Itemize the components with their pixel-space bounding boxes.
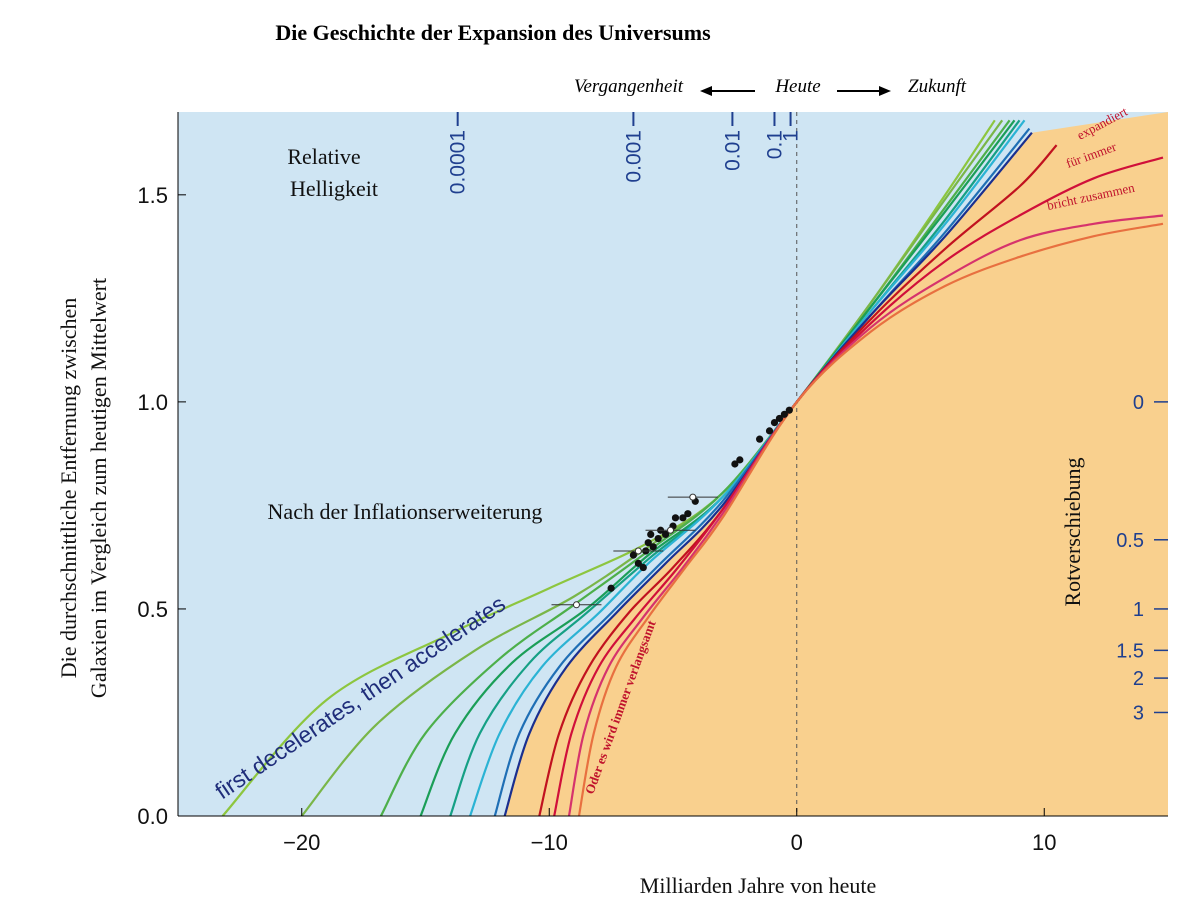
- timeline-arrowhead-left: [700, 86, 712, 96]
- x-tick-label: −10: [531, 830, 568, 855]
- brightness-tick-label: 0.01: [721, 130, 744, 171]
- redshift-scale: 0 0.5 1 1.5 2 3: [1116, 392, 1168, 724]
- expansion-curve-7: [493, 127, 1031, 816]
- y-axis-label-line1: Die durchschnittliche Entfernung zwische…: [56, 298, 81, 679]
- plot-area: [221, 112, 1168, 816]
- timeline-past-label: Vergangenheit: [574, 76, 684, 97]
- x-axis-label: Milliarden Jahre von heute: [640, 873, 876, 898]
- expansion-curve-2: [300, 119, 1004, 816]
- redshift-tick-label: 0.5: [1116, 530, 1144, 552]
- supernova-point: [671, 514, 680, 522]
- supernova-point: [634, 559, 642, 567]
- expansion-curve-8: [503, 131, 1033, 816]
- redshift-tick-label: 0: [1133, 392, 1144, 414]
- supernova-point: [654, 534, 662, 543]
- brightness-tick-label: 0.0001: [447, 130, 470, 194]
- y-tick-label: 0.5: [137, 597, 168, 622]
- supernova-open-point: [667, 526, 675, 534]
- supernova-point: [775, 414, 784, 423]
- brightness-tick-label: 0.001: [622, 130, 645, 183]
- x-axis-ticks: −20 −10 0 10: [283, 808, 1056, 855]
- supernova-point: [765, 427, 774, 435]
- redshift-tick-label: 1.5: [1116, 640, 1144, 662]
- supernova-observations: [551, 406, 793, 609]
- supernova-point: [647, 530, 655, 539]
- supernova-point: [684, 510, 692, 518]
- redshift-tick-label: 3: [1133, 702, 1144, 724]
- redshift-label: Rotverschiebung: [1060, 457, 1085, 606]
- y-tick-label: 0.0: [137, 804, 168, 829]
- redshift-tick-label: 1: [1133, 599, 1144, 621]
- chart-title: Die Geschichte der Expansion des Univers…: [275, 20, 711, 45]
- brightness-tick-label: 0.1: [763, 130, 786, 159]
- supernova-point: [780, 410, 788, 418]
- supernova-point: [661, 530, 670, 539]
- brightness-label-line1: Relative: [287, 144, 360, 169]
- supernova-point: [639, 563, 647, 572]
- supernova-open-point: [572, 601, 580, 609]
- supernova-point: [644, 539, 652, 547]
- deceleration-region: [504, 112, 1168, 816]
- brightness-tick-label: 1: [780, 130, 803, 142]
- supernova-point: [629, 551, 638, 559]
- redshift-tick-label: 2: [1133, 668, 1144, 690]
- supernova-point: [756, 435, 764, 443]
- brightness-label-line2: Helligkeit: [290, 176, 378, 201]
- supernova-point: [731, 460, 739, 468]
- timeline-arrowhead-right: [879, 86, 891, 96]
- supernova-point: [649, 543, 657, 551]
- supernova-point: [607, 584, 615, 592]
- supernova-point: [770, 418, 779, 427]
- x-tick-label: 10: [1032, 830, 1056, 855]
- expansion-curve-6: [469, 119, 1026, 816]
- y-tick-label: 1.0: [137, 390, 168, 415]
- y-axis-ticks: 0.0 0.5 1.0 1.5: [137, 183, 186, 829]
- timeline-future-label: Zukunft: [908, 76, 967, 97]
- expansion-curve-3: [379, 119, 1011, 816]
- supernova-point: [785, 406, 793, 414]
- supernova-open-point: [689, 493, 697, 501]
- expansion-curves: [221, 119, 1164, 816]
- brightness-scale: 0.0001 0.001 0.01 0.11: [447, 112, 803, 194]
- inflation-annotation: Nach der Inflationserweiterung: [268, 499, 543, 524]
- expansion-curve-12: [577, 222, 1164, 816]
- timeline-now-label: Heute: [774, 76, 820, 97]
- y-axis-label-line2: Galaxien im Vergleich zum heutigen Mitte…: [86, 278, 111, 698]
- supernova-point: [736, 456, 744, 464]
- supernova-open-point: [634, 547, 642, 555]
- x-tick-label: −20: [283, 830, 320, 855]
- y-tick-label: 1.5: [137, 183, 168, 208]
- supernova-point: [679, 514, 687, 522]
- x-tick-label: 0: [791, 830, 803, 855]
